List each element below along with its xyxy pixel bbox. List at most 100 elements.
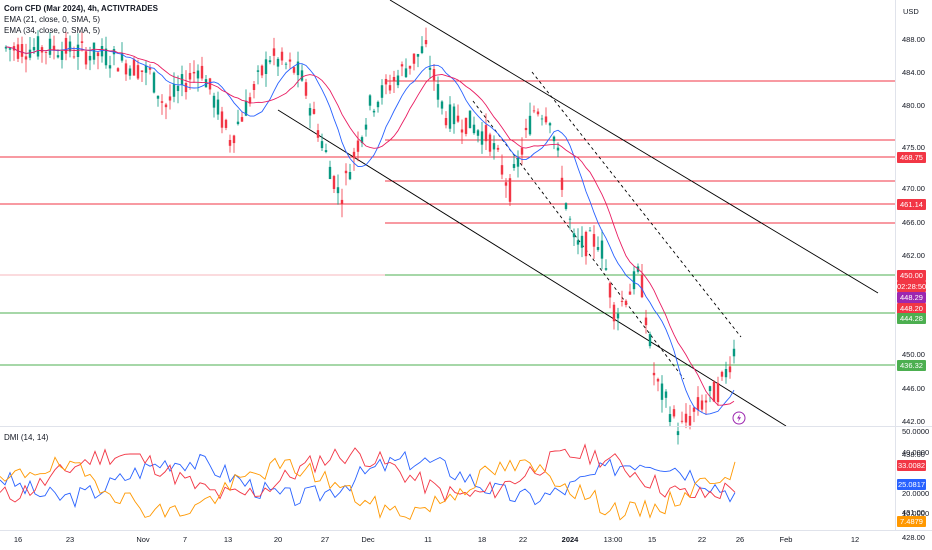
candle-body [72,56,76,58]
candle-body [628,291,632,295]
time-tick: 26 [735,535,745,544]
time-tick: 12 [850,535,860,544]
candle-body [368,95,372,106]
candle-body [188,72,192,80]
candle-body [356,140,360,152]
candle-body [384,78,388,85]
candle-body [100,46,104,57]
candle-body [372,110,376,113]
candle-body [600,240,604,259]
candle-body [456,115,460,122]
candle-body [68,41,72,52]
minus-di-line [0,443,736,503]
price-tag-resistance: 461.14 [897,199,926,210]
candle-body [80,41,84,43]
candle-body [96,52,100,57]
candle-body [320,141,324,149]
candle-body [380,85,384,98]
candle-body [336,187,340,194]
candle-body [668,414,672,423]
ema-21-legend[interactable]: EMA (21, close, 0, SMA, 5) [4,15,101,24]
time-tick: 27 [320,535,330,544]
price-tag-support: 436.32 [897,360,926,371]
candle-body [276,58,280,67]
time-axis-divider [0,530,932,531]
candle-body [696,397,700,411]
price-tick: 462.00 [902,250,925,260]
candle-body [552,136,556,142]
candle-body [416,54,420,57]
candle-body [592,234,596,247]
price-tick: 475.00 [902,142,925,152]
price-tag-ema_b: 448.20 [897,303,926,314]
candle-body [376,101,380,108]
candle-body [572,233,576,238]
candle-body [300,70,304,81]
candle-body [48,38,52,55]
pane-divider[interactable] [0,426,932,427]
candle-body [620,300,624,302]
candle-body [644,317,648,326]
candle-body [332,176,336,189]
candle-body [672,409,676,417]
candle-body [576,240,580,245]
candle-body [348,172,352,180]
candle-body [656,378,660,382]
candle-body [8,48,12,50]
candle-body [516,157,520,167]
candle-body [60,50,64,60]
inner-trend-dashed-line [531,71,742,338]
candle-body [52,45,56,51]
candle-body [704,400,708,403]
dmi-legend[interactable]: DMI (14, 14) [4,433,49,442]
lightning-icon[interactable] [732,411,746,425]
candle-body [156,95,160,99]
currency-label[interactable]: USD [903,7,919,16]
dmi-tick: 10.0000 [902,509,930,518]
ema-34-legend[interactable]: EMA (34, close, 0, SMA, 5) [4,26,101,35]
candle-body [292,67,296,73]
candle-body [548,123,552,126]
candle-body [148,67,152,70]
candle-body [608,283,612,298]
price-tick: 480.00 [902,101,925,111]
candle-body [556,147,560,151]
candle-body [76,44,80,58]
price-tick: 428.00 [902,533,925,542]
candle-body [224,119,228,128]
candle-body [360,137,364,143]
candle-body [256,70,260,72]
candle-body [524,127,528,131]
candle-body [528,115,532,135]
symbol-title[interactable]: Corn CFD (Mar 2024), 4h, ACTIVTRADES [4,4,158,13]
time-tick: Dec [361,535,375,544]
candle-body [444,118,448,126]
candle-body [588,230,592,232]
adx-line [0,456,736,521]
candle-body [144,65,148,73]
dmi-tick: 40.0000 [902,447,930,457]
candle-body [728,366,732,373]
candle-body [584,231,588,257]
candle-body [684,413,688,423]
candle-body [428,67,432,70]
candle-body [64,37,68,54]
candle-body [624,300,628,306]
price-axis-divider [895,0,896,530]
candle-body [616,313,620,319]
candle-body [316,130,320,138]
candle-body [436,84,440,100]
candle-body [280,51,284,61]
dmi-tick: 20.0000 [902,488,930,498]
candle-body [632,271,636,290]
candle-body [328,166,332,180]
candle-body [596,247,600,250]
time-tick: 11 [424,535,432,544]
plus-di-line [0,450,736,509]
price-tick: 438.00 [902,450,925,459]
candle-body [108,65,112,69]
candle-body [56,55,60,58]
candle-body [440,101,444,109]
